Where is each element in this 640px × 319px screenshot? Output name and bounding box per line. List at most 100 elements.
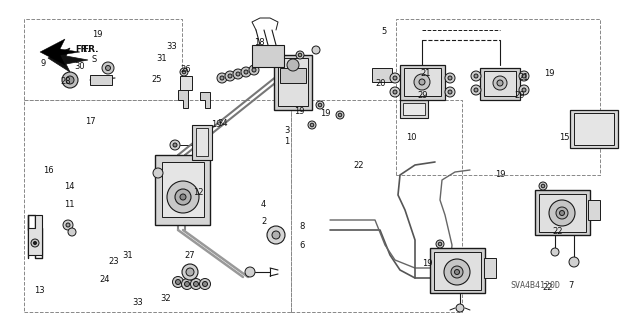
Circle shape xyxy=(191,278,202,290)
Circle shape xyxy=(173,143,177,147)
Circle shape xyxy=(182,278,193,290)
Text: 16: 16 xyxy=(43,166,53,175)
Circle shape xyxy=(102,62,114,74)
Polygon shape xyxy=(178,90,188,108)
Circle shape xyxy=(497,80,503,86)
Polygon shape xyxy=(40,39,80,65)
Circle shape xyxy=(220,76,224,80)
Bar xyxy=(539,194,586,232)
Text: FR.: FR. xyxy=(82,46,99,55)
Text: 18: 18 xyxy=(255,38,265,47)
Bar xyxy=(24,19,182,100)
Bar xyxy=(280,68,306,83)
Circle shape xyxy=(448,76,452,80)
Circle shape xyxy=(569,257,579,267)
Circle shape xyxy=(549,200,575,226)
Text: 21: 21 xyxy=(420,69,431,78)
Bar xyxy=(570,110,618,148)
Text: 15: 15 xyxy=(559,133,570,142)
Circle shape xyxy=(249,65,259,75)
Bar xyxy=(396,19,600,175)
Circle shape xyxy=(228,74,232,78)
Circle shape xyxy=(66,76,74,84)
Bar xyxy=(291,100,462,312)
Text: 27: 27 xyxy=(185,251,195,260)
Bar xyxy=(400,65,445,100)
Text: 21: 21 xyxy=(518,73,529,82)
Bar xyxy=(404,68,441,96)
Text: 25: 25 xyxy=(152,75,162,84)
Text: 19: 19 xyxy=(422,259,433,268)
Circle shape xyxy=(296,51,304,59)
Text: 19: 19 xyxy=(294,107,305,115)
Text: FR.: FR. xyxy=(75,46,90,55)
Circle shape xyxy=(390,73,400,83)
Bar xyxy=(274,55,312,110)
Bar xyxy=(252,45,284,67)
Circle shape xyxy=(438,242,442,246)
Circle shape xyxy=(519,85,529,95)
Text: 19: 19 xyxy=(495,170,506,179)
Text: 19: 19 xyxy=(320,109,330,118)
Circle shape xyxy=(175,189,191,205)
Text: 29: 29 xyxy=(417,91,428,100)
Circle shape xyxy=(393,90,397,94)
Circle shape xyxy=(539,182,547,190)
Circle shape xyxy=(186,268,194,276)
Bar xyxy=(180,76,192,90)
Circle shape xyxy=(298,53,302,57)
Bar xyxy=(484,71,516,96)
Circle shape xyxy=(33,241,36,244)
Circle shape xyxy=(63,220,73,230)
Circle shape xyxy=(454,270,460,275)
Text: 19: 19 xyxy=(544,69,554,78)
Bar xyxy=(196,128,208,156)
Bar xyxy=(430,248,485,293)
Circle shape xyxy=(245,267,255,277)
Circle shape xyxy=(338,113,342,117)
Text: 13: 13 xyxy=(35,286,45,295)
Text: 17: 17 xyxy=(86,117,96,126)
Circle shape xyxy=(182,70,186,74)
Circle shape xyxy=(519,71,529,81)
Text: 26: 26 xyxy=(180,65,191,74)
Text: 24: 24 xyxy=(99,275,109,284)
Text: 31: 31 xyxy=(123,251,133,260)
Circle shape xyxy=(106,65,111,70)
Text: S: S xyxy=(92,56,97,64)
Text: 28: 28 xyxy=(60,77,70,86)
Circle shape xyxy=(522,74,526,78)
Text: 1: 1 xyxy=(284,137,289,146)
Circle shape xyxy=(308,121,316,129)
Circle shape xyxy=(173,277,184,287)
Bar xyxy=(372,68,392,82)
Circle shape xyxy=(252,68,256,72)
Circle shape xyxy=(202,281,207,286)
Bar xyxy=(162,162,204,217)
Bar xyxy=(535,190,590,235)
Circle shape xyxy=(193,281,198,286)
Circle shape xyxy=(316,101,324,109)
Text: 22: 22 xyxy=(353,161,364,170)
Circle shape xyxy=(390,87,400,97)
Circle shape xyxy=(175,279,180,285)
Circle shape xyxy=(474,88,478,92)
Circle shape xyxy=(414,74,430,90)
Circle shape xyxy=(436,240,444,248)
Circle shape xyxy=(233,69,243,79)
Circle shape xyxy=(62,72,78,88)
Circle shape xyxy=(66,223,70,227)
Text: 22: 22 xyxy=(542,283,552,292)
Text: 20: 20 xyxy=(376,79,386,88)
Bar xyxy=(278,58,308,106)
Circle shape xyxy=(217,73,227,83)
Circle shape xyxy=(474,74,478,78)
Circle shape xyxy=(272,231,280,239)
Text: 29: 29 xyxy=(515,91,525,100)
Text: 8: 8 xyxy=(300,222,305,231)
Circle shape xyxy=(556,207,568,219)
Bar xyxy=(90,75,112,85)
Text: 23: 23 xyxy=(109,257,119,266)
Bar xyxy=(588,200,600,220)
Circle shape xyxy=(267,226,285,244)
